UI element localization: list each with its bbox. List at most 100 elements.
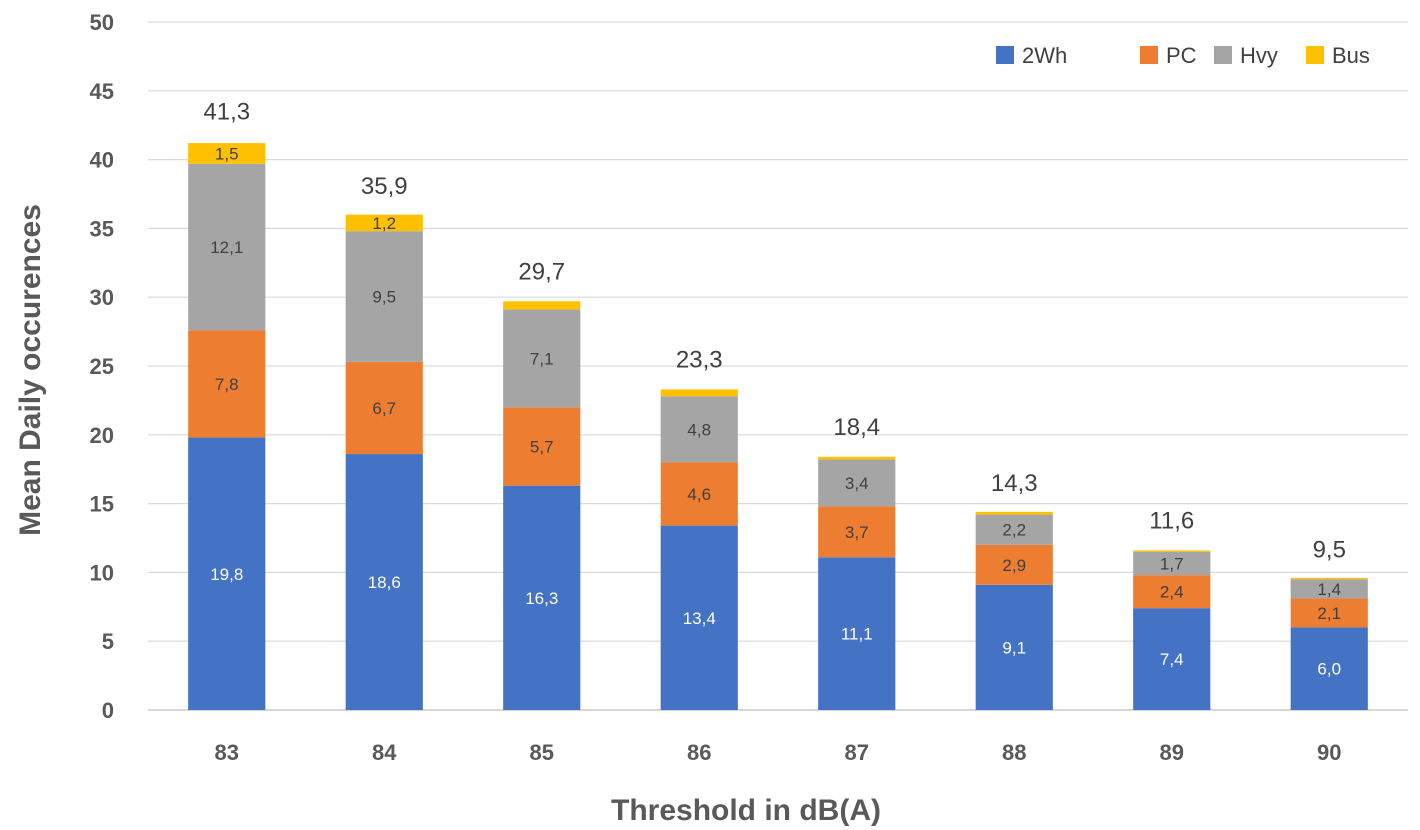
y-tick-label: 15	[90, 492, 114, 517]
bar-segment-2wh	[1290, 627, 1368, 710]
bars	[188, 143, 1368, 710]
total-label: 14,3	[991, 470, 1038, 497]
bar-segment-bus	[975, 511, 1053, 515]
total-label: 11,6	[1149, 507, 1194, 534]
bar-segment-bus	[660, 389, 738, 397]
data-label-pc: 6,7	[372, 399, 396, 418]
bar-segment-hvy	[188, 163, 266, 331]
data-label-bus: 1,5	[215, 144, 239, 163]
y-tick-label: 20	[90, 423, 114, 448]
data-label-hvy: 2,2	[1002, 521, 1026, 540]
bar-segment-pc	[188, 330, 266, 438]
legend-swatch-bus	[1306, 46, 1324, 64]
x-tick-label: 83	[215, 740, 239, 765]
segment-labels: 19,8 7,8 12,1 1,5 18,6 6,7 9,5 1,2 16,3 5,7 7,1 13,…	[210, 144, 1341, 678]
y-tick-label: 10	[90, 560, 114, 585]
total-label: 18,4	[833, 414, 880, 441]
bar-segment-bus	[503, 301, 581, 310]
y-axis-ticks: 0 5 10 15 20 25 30 35 40 45 50	[90, 10, 114, 723]
legend-label-bus: Bus	[1332, 43, 1370, 68]
total-label: 35,9	[361, 173, 408, 200]
bar-segment-2wh	[660, 525, 738, 710]
data-label-pc: 7,8	[215, 375, 239, 394]
data-label-2wh: 16,3	[525, 589, 558, 608]
legend-label-2wh: 2Wh	[1022, 43, 1067, 68]
y-tick-label: 0	[102, 698, 114, 723]
data-label-2wh: 7,4	[1160, 650, 1184, 669]
y-tick-label: 40	[90, 148, 114, 173]
bar-segment-hvy	[1133, 551, 1211, 576]
gridlines	[148, 21, 1408, 711]
bar-segment-hvy	[975, 514, 1053, 545]
x-tick-label: 90	[1317, 740, 1341, 765]
bar-segment-hvy	[503, 309, 581, 408]
bar-segment-hvy	[345, 231, 423, 362]
legend-label-hvy: Hvy	[1240, 43, 1278, 68]
data-label-pc: 2,9	[1002, 556, 1026, 575]
data-label-hvy: 3,4	[845, 474, 869, 493]
data-label-hvy: 9,5	[372, 288, 396, 307]
y-tick-label: 25	[90, 354, 114, 379]
y-tick-label: 5	[102, 629, 114, 654]
bar-segment-bus	[1133, 550, 1211, 552]
total-label: 9,5	[1313, 536, 1346, 563]
bar-segment-pc	[660, 462, 738, 526]
bar-segment-pc	[1290, 598, 1368, 628]
y-tick-label: 35	[90, 216, 114, 241]
x-tick-label: 86	[687, 740, 711, 765]
data-label-2wh: 18,6	[368, 573, 401, 592]
bar-segment-bus	[818, 456, 896, 460]
x-tick-label: 87	[845, 740, 869, 765]
bar-segment-bus	[1290, 577, 1368, 580]
data-label-2wh: 13,4	[683, 609, 716, 628]
data-label-2wh: 19,8	[210, 565, 243, 584]
x-tick-label: 85	[530, 740, 554, 765]
legend: 2Wh PC Hvy Bus	[996, 43, 1370, 68]
bar-segment-pc	[818, 506, 896, 558]
bar-segment-pc	[975, 544, 1053, 585]
bar-segment-pc	[1133, 575, 1211, 609]
y-tick-label: 30	[90, 285, 114, 310]
x-tick-label: 88	[1002, 740, 1026, 765]
bar-segment-2wh	[503, 485, 581, 710]
total-label: 29,7	[518, 258, 565, 285]
data-label-hvy: 4,8	[687, 420, 711, 439]
x-tick-label: 84	[372, 740, 397, 765]
data-label-hvy: 7,1	[530, 349, 554, 368]
bar-segment-2wh	[1133, 608, 1211, 710]
y-tick-label: 50	[90, 10, 114, 35]
x-axis-ticks: 83 84 85 86 87 88 89 90	[215, 740, 1342, 765]
total-label: 23,3	[676, 346, 723, 373]
data-label-bus: 1,2	[372, 214, 396, 233]
data-label-pc: 2,4	[1160, 583, 1184, 602]
y-tick-label: 45	[90, 79, 114, 104]
bar-segment-bus	[188, 143, 266, 164]
data-label-2wh: 9,1	[1002, 638, 1026, 657]
legend-swatch-hvy	[1214, 46, 1232, 64]
x-tick-label: 89	[1160, 740, 1184, 765]
legend-label-pc: PC	[1166, 43, 1197, 68]
bar-segment-2wh	[188, 437, 266, 710]
bar-segment-2wh	[975, 584, 1053, 710]
legend-swatch-pc	[1140, 46, 1158, 64]
bar-segment-pc	[503, 407, 581, 486]
bar-segment-2wh	[345, 454, 423, 710]
y-axis-title: Mean Daily occurences	[14, 204, 47, 536]
total-label: 41,3	[203, 99, 250, 126]
data-label-2wh: 11,1	[841, 625, 873, 644]
data-label-pc: 5,7	[530, 437, 554, 456]
bar-segment-hvy	[660, 396, 738, 463]
data-label-hvy: 1,7	[1160, 554, 1184, 573]
data-label-pc: 2,1	[1317, 604, 1341, 623]
total-labels: 41,3 35,9 29,7 23,3 18,4 14,3 11,6 9,5	[203, 99, 1346, 564]
x-axis-title: Threshold in dB(A)	[611, 794, 881, 827]
bar-segment-2wh	[818, 557, 896, 710]
data-label-pc: 3,7	[845, 523, 869, 542]
bar-segment-pc	[345, 361, 423, 455]
data-label-hvy: 12,1	[210, 238, 243, 257]
legend-swatch-2wh	[996, 46, 1014, 64]
bar-segment-hvy	[818, 459, 896, 507]
data-label-2wh: 6,0	[1317, 660, 1341, 679]
bar-segment-hvy	[1290, 579, 1368, 599]
